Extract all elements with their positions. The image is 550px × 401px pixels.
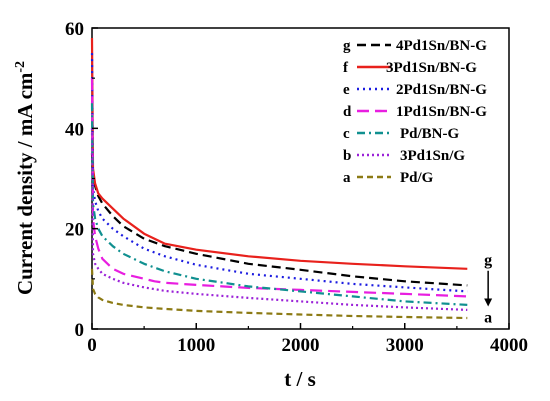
axis-ticks: 0 1000 2000 3000 4000 0 20 40 60 — [65, 19, 528, 356]
annotation-g: g — [484, 252, 492, 269]
annotation-a: a — [484, 309, 492, 326]
series-line-e — [90, 53, 468, 293]
y-tick-label: 0 — [75, 320, 85, 341]
series-line-d — [90, 78, 468, 298]
legend: g 4Pd1Sn/BN-G f 3Pd1Sn/BN-G e 2Pd1Sn/BN-G d 1Pd… — [343, 38, 487, 186]
legend-label-e: 2Pd1Sn/BN-G — [396, 82, 487, 98]
legend-letter-d: d — [343, 104, 352, 120]
x-tick-label: 1000 — [177, 335, 215, 356]
y-axis-title-main: Current density / mA cm — [13, 72, 37, 295]
legend-letter-g: g — [343, 38, 351, 54]
x-tick-label: 4000 — [490, 335, 528, 356]
series-line-c — [90, 103, 468, 306]
legend-letter-e: e — [343, 82, 350, 98]
y-tick-label: 20 — [65, 220, 84, 241]
x-tick-label: 3000 — [386, 335, 424, 356]
y-axis-title-superscript: -2 — [13, 61, 28, 73]
legend-label-b: 3Pd1Sn/G — [400, 148, 465, 164]
legend-label-c: Pd/BN-G — [400, 126, 460, 142]
legend-label-f: 3Pd1Sn/BN-G — [386, 60, 477, 76]
annotations: ga — [484, 252, 493, 326]
trend-arrow-head — [484, 298, 493, 307]
y-tick-label: 60 — [65, 19, 84, 40]
legend-letter-c: c — [343, 126, 350, 142]
series-line-f — [90, 37, 468, 270]
x-tick-label: 2000 — [282, 335, 320, 356]
legend-letter-a: a — [343, 170, 351, 186]
y-axis-title: Current density / mA cm-2 — [13, 61, 37, 295]
legend-label-g: 4Pd1Sn/BN-G — [396, 38, 487, 54]
x-axis-title: t / s — [284, 367, 316, 391]
legend-label-a: Pd/G — [400, 170, 434, 186]
legend-label-d: 1Pd1Sn/BN-G — [396, 104, 487, 120]
legend-letter-f: f — [343, 60, 349, 76]
y-tick-label: 40 — [65, 119, 84, 140]
legend-letter-b: b — [343, 148, 351, 164]
x-tick-label: 0 — [87, 335, 97, 356]
series-layer — [90, 37, 468, 320]
